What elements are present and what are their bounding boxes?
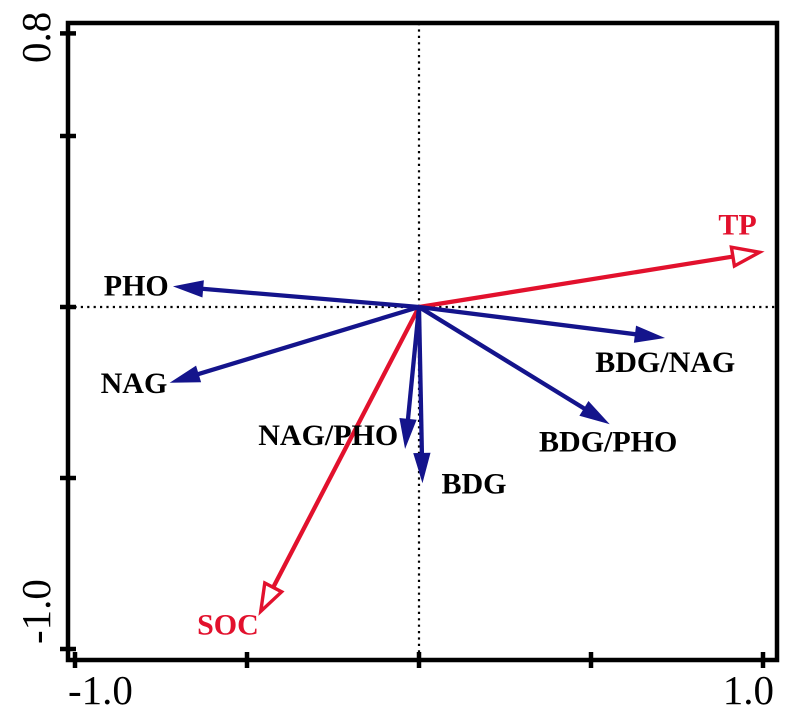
- arrow-head-TP: [729, 245, 765, 269]
- arrow-shaft-BDG: [416, 306, 425, 467]
- x-tick-label: 1.0: [723, 667, 774, 713]
- arrow-label-NAG: NAG: [101, 367, 168, 400]
- arrow-head-PHO: [172, 280, 204, 298]
- arrow-label-SOC: SOC: [197, 608, 259, 641]
- arrow-head-BDG/NAG: [633, 325, 666, 343]
- arrow-label-BDG/PHO: BDG/PHO: [539, 425, 677, 458]
- arrow-label-BDG/NAG: BDG/NAG: [595, 346, 735, 379]
- arrow-shaft-NAG: [185, 304, 420, 380]
- arrow-shaft-BDG/PHO: [417, 305, 597, 418]
- y-tick-label: 0.8: [13, 12, 59, 63]
- arrow-label-TP: TP: [718, 208, 756, 241]
- arrow-shaft-SOC: [271, 306, 421, 589]
- arrow-shaft-TP: [418, 254, 734, 310]
- arrow-head-BDG: [413, 452, 431, 484]
- y-tick-label: -1.0: [13, 579, 59, 644]
- arrow-head-NAG: [169, 365, 202, 383]
- arrow-shaft-PHO: [189, 285, 420, 310]
- arrow-head-NAG/PHO: [399, 418, 417, 450]
- arrow-shaft-BDG/NAG: [418, 304, 649, 338]
- arrow-head-BDG/PHO: [579, 400, 610, 425]
- x-tick-label: -1.0: [68, 667, 133, 713]
- plot-frame: [65, 20, 780, 663]
- arrow-shaft-NAG/PHO: [404, 306, 422, 433]
- arrow-label-BDG: BDG: [441, 467, 506, 500]
- arrow-label-NAG/PHO: NAG/PHO: [258, 419, 398, 452]
- arrow-label-PHO: PHO: [104, 269, 169, 302]
- arrow-head-SOC: [258, 580, 285, 616]
